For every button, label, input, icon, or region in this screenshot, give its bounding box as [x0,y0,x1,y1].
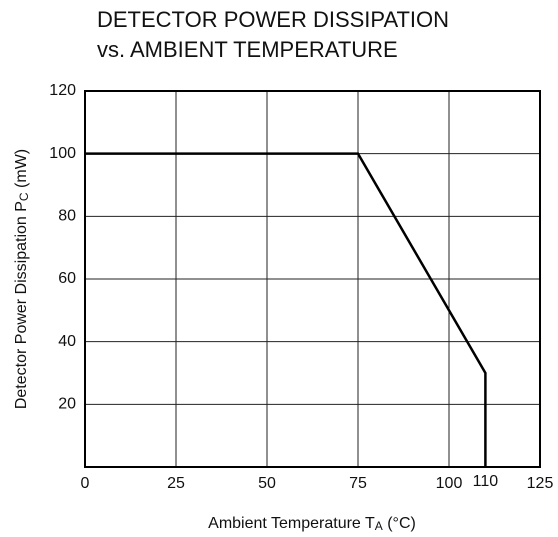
x-tick-label: 100 [436,475,463,492]
y-tick-label: 80 [58,208,76,225]
chart-title: DETECTOR POWER DISSIPATION [97,7,449,32]
x-tick-label: 125 [527,475,554,492]
x-axis-label: Ambient Temperature TA (°C) [208,515,416,533]
y-tick-label: 20 [58,396,76,413]
data-line [85,152,487,467]
annotation: 110 [473,473,499,490]
x-tick-label: 75 [349,475,367,492]
chart-title: vs. AMBIENT TEMPERATURE [97,37,398,62]
y-tick-label: 60 [58,270,76,287]
y-tick-label: 120 [49,82,76,99]
y-axis-label: Detector Power Dissipation PC (mW) [13,149,31,409]
x-tick-label: 25 [167,475,185,492]
x-tick-label: 0 [81,475,90,492]
y-tick-label: 40 [58,333,76,350]
plot-frame [84,90,541,468]
y-tick-label: 100 [49,145,76,162]
x-tick-label: 50 [258,475,276,492]
